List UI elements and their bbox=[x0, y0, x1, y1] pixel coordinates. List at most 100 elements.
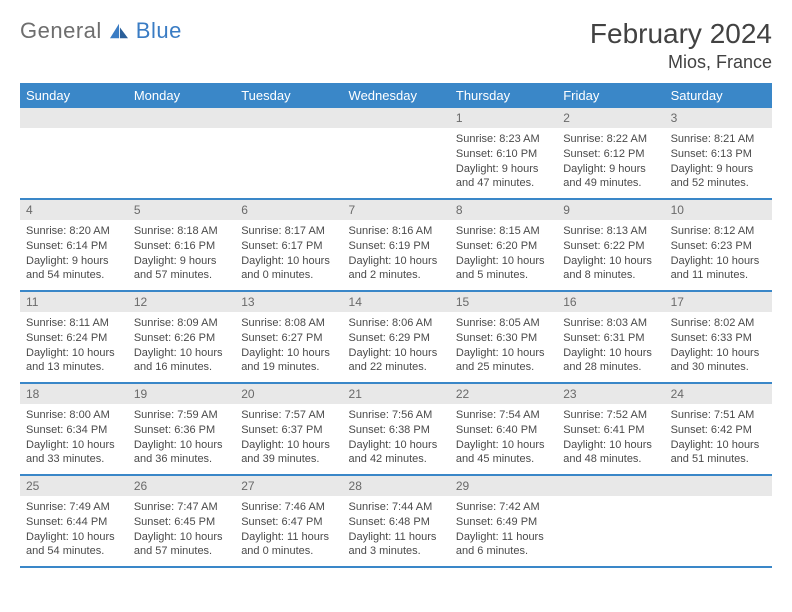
daylight2-line: and 30 minutes. bbox=[671, 360, 765, 375]
sunrise-line: Sunrise: 7:59 AM bbox=[134, 408, 228, 423]
day-cell: Sunrise: 8:02 AMSunset: 6:33 PMDaylight:… bbox=[664, 312, 771, 382]
daylight2-line: and 52 minutes. bbox=[671, 176, 765, 191]
sunrise-line: Sunrise: 8:03 AM bbox=[563, 316, 657, 331]
sunset-line: Sunset: 6:41 PM bbox=[563, 423, 657, 438]
daylight1-line: Daylight: 11 hours bbox=[456, 530, 550, 545]
daylight1-line: Daylight: 9 hours bbox=[134, 254, 228, 269]
daylight1-line: Daylight: 10 hours bbox=[241, 346, 335, 361]
day-number: 9 bbox=[557, 200, 664, 220]
daylight2-line: and 57 minutes. bbox=[134, 544, 228, 559]
daylight1-line: Daylight: 11 hours bbox=[241, 530, 335, 545]
daylight2-line: and 54 minutes. bbox=[26, 268, 121, 283]
day-number: 15 bbox=[449, 292, 556, 312]
sunset-line: Sunset: 6:20 PM bbox=[456, 239, 550, 254]
day-number: 22 bbox=[449, 384, 556, 404]
daylight2-line: and 36 minutes. bbox=[134, 452, 228, 467]
sunrise-line: Sunrise: 8:17 AM bbox=[241, 224, 335, 239]
sunset-line: Sunset: 6:33 PM bbox=[671, 331, 765, 346]
day-number: 14 bbox=[342, 292, 449, 312]
day-cell: Sunrise: 7:56 AMSunset: 6:38 PMDaylight:… bbox=[342, 404, 449, 474]
daylight2-line: and 39 minutes. bbox=[241, 452, 335, 467]
daylight1-line: Daylight: 10 hours bbox=[26, 438, 121, 453]
sunset-line: Sunset: 6:23 PM bbox=[671, 239, 765, 254]
sunrise-line: Sunrise: 8:09 AM bbox=[134, 316, 228, 331]
day-cell: Sunrise: 8:15 AMSunset: 6:20 PMDaylight:… bbox=[449, 220, 556, 290]
daylight1-line: Daylight: 9 hours bbox=[26, 254, 121, 269]
day-cell: Sunrise: 7:52 AMSunset: 6:41 PMDaylight:… bbox=[557, 404, 664, 474]
daylight1-line: Daylight: 10 hours bbox=[456, 346, 550, 361]
sunset-line: Sunset: 6:31 PM bbox=[563, 331, 657, 346]
sunset-line: Sunset: 6:29 PM bbox=[349, 331, 443, 346]
day-cell: Sunrise: 7:42 AMSunset: 6:49 PMDaylight:… bbox=[449, 496, 556, 566]
daynum-row: 123 bbox=[20, 108, 772, 128]
calendar-page: General Blue February 2024 Mios, France … bbox=[0, 0, 792, 612]
sunrise-line: Sunrise: 8:13 AM bbox=[563, 224, 657, 239]
daylight2-line: and 5 minutes. bbox=[456, 268, 550, 283]
sunset-line: Sunset: 6:45 PM bbox=[134, 515, 228, 530]
daylight1-line: Daylight: 10 hours bbox=[134, 346, 228, 361]
day-cell: Sunrise: 8:13 AMSunset: 6:22 PMDaylight:… bbox=[557, 220, 664, 290]
sunrise-line: Sunrise: 8:12 AM bbox=[671, 224, 765, 239]
daylight2-line: and 42 minutes. bbox=[349, 452, 443, 467]
sunrise-line: Sunrise: 8:23 AM bbox=[456, 132, 550, 147]
daylight1-line: Daylight: 10 hours bbox=[563, 346, 657, 361]
daynum-row: 11121314151617 bbox=[20, 292, 772, 312]
daylight1-line: Daylight: 10 hours bbox=[671, 254, 765, 269]
sunset-line: Sunset: 6:26 PM bbox=[134, 331, 228, 346]
day-body-row: Sunrise: 8:23 AMSunset: 6:10 PMDaylight:… bbox=[20, 128, 772, 198]
sunrise-line: Sunrise: 7:57 AM bbox=[241, 408, 335, 423]
daylight1-line: Daylight: 11 hours bbox=[349, 530, 443, 545]
dow-thursday: Thursday bbox=[449, 83, 556, 108]
sunset-line: Sunset: 6:48 PM bbox=[349, 515, 443, 530]
day-number bbox=[664, 476, 771, 496]
day-body-row: Sunrise: 8:11 AMSunset: 6:24 PMDaylight:… bbox=[20, 312, 772, 382]
sunrise-line: Sunrise: 7:47 AM bbox=[134, 500, 228, 515]
sunrise-line: Sunrise: 8:02 AM bbox=[671, 316, 765, 331]
day-cell: Sunrise: 7:51 AMSunset: 6:42 PMDaylight:… bbox=[664, 404, 771, 474]
daylight2-line: and 11 minutes. bbox=[671, 268, 765, 283]
day-number: 23 bbox=[557, 384, 664, 404]
daylight1-line: Daylight: 10 hours bbox=[563, 438, 657, 453]
sunset-line: Sunset: 6:37 PM bbox=[241, 423, 335, 438]
day-cell bbox=[127, 128, 234, 198]
day-number: 24 bbox=[664, 384, 771, 404]
daylight1-line: Daylight: 10 hours bbox=[134, 438, 228, 453]
sunrise-line: Sunrise: 8:08 AM bbox=[241, 316, 335, 331]
sunrise-line: Sunrise: 8:22 AM bbox=[563, 132, 657, 147]
day-number: 11 bbox=[20, 292, 127, 312]
sunset-line: Sunset: 6:38 PM bbox=[349, 423, 443, 438]
daylight1-line: Daylight: 10 hours bbox=[349, 438, 443, 453]
brand-sail-icon bbox=[108, 22, 130, 40]
daynum-row: 2526272829 bbox=[20, 476, 772, 496]
day-number: 5 bbox=[127, 200, 234, 220]
calendar-body: 123Sunrise: 8:23 AMSunset: 6:10 PMDaylig… bbox=[20, 108, 772, 568]
day-cell: Sunrise: 7:57 AMSunset: 6:37 PMDaylight:… bbox=[235, 404, 342, 474]
daylight2-line: and 13 minutes. bbox=[26, 360, 121, 375]
separator-cell bbox=[20, 566, 772, 568]
day-cell: Sunrise: 7:59 AMSunset: 6:36 PMDaylight:… bbox=[127, 404, 234, 474]
sunrise-line: Sunrise: 7:54 AM bbox=[456, 408, 550, 423]
day-number: 10 bbox=[664, 200, 771, 220]
sunset-line: Sunset: 6:47 PM bbox=[241, 515, 335, 530]
day-cell bbox=[557, 496, 664, 566]
day-number: 6 bbox=[235, 200, 342, 220]
sunset-line: Sunset: 6:24 PM bbox=[26, 331, 121, 346]
day-cell: Sunrise: 8:11 AMSunset: 6:24 PMDaylight:… bbox=[20, 312, 127, 382]
day-cell: Sunrise: 8:12 AMSunset: 6:23 PMDaylight:… bbox=[664, 220, 771, 290]
sunset-line: Sunset: 6:30 PM bbox=[456, 331, 550, 346]
title-block: February 2024 Mios, France bbox=[590, 18, 772, 73]
day-number bbox=[127, 108, 234, 128]
day-number: 4 bbox=[20, 200, 127, 220]
sunset-line: Sunset: 6:13 PM bbox=[671, 147, 765, 162]
daynum-row: 45678910 bbox=[20, 200, 772, 220]
day-number: 25 bbox=[20, 476, 127, 496]
location-label: Mios, France bbox=[590, 52, 772, 73]
day-number bbox=[342, 108, 449, 128]
day-number: 27 bbox=[235, 476, 342, 496]
day-cell: Sunrise: 8:21 AMSunset: 6:13 PMDaylight:… bbox=[664, 128, 771, 198]
dow-row: Sunday Monday Tuesday Wednesday Thursday… bbox=[20, 83, 772, 108]
calendar-table: Sunday Monday Tuesday Wednesday Thursday… bbox=[20, 83, 772, 568]
sunrise-line: Sunrise: 7:56 AM bbox=[349, 408, 443, 423]
day-cell: Sunrise: 8:09 AMSunset: 6:26 PMDaylight:… bbox=[127, 312, 234, 382]
sunset-line: Sunset: 6:12 PM bbox=[563, 147, 657, 162]
